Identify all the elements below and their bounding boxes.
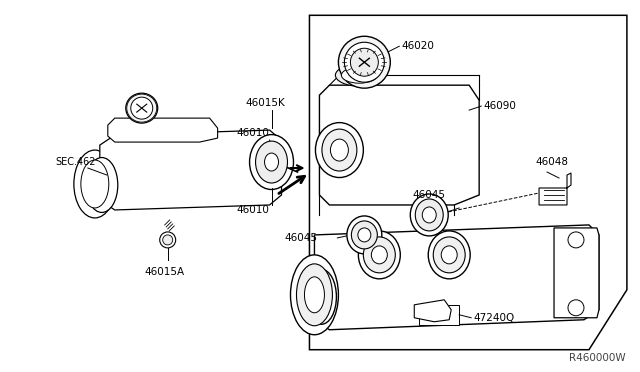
Text: R460000W: R460000W <box>569 353 626 363</box>
Ellipse shape <box>428 231 470 279</box>
Polygon shape <box>554 228 599 318</box>
Ellipse shape <box>568 300 584 316</box>
Ellipse shape <box>341 67 378 83</box>
Ellipse shape <box>250 135 294 189</box>
Polygon shape <box>319 85 479 205</box>
Ellipse shape <box>364 237 396 273</box>
Ellipse shape <box>131 97 153 119</box>
Polygon shape <box>310 15 627 350</box>
Polygon shape <box>100 130 282 210</box>
Text: 47240Q: 47240Q <box>473 313 515 323</box>
Text: SEC.462: SEC.462 <box>55 157 95 167</box>
Text: 46010: 46010 <box>237 128 269 138</box>
Ellipse shape <box>160 232 176 248</box>
Ellipse shape <box>441 246 457 264</box>
Ellipse shape <box>74 150 116 218</box>
Text: 46048: 46048 <box>535 157 568 167</box>
Text: 46090: 46090 <box>483 101 516 111</box>
Text: 46015K: 46015K <box>246 98 285 108</box>
Text: 46045: 46045 <box>284 233 317 243</box>
Ellipse shape <box>415 199 444 231</box>
Ellipse shape <box>81 160 109 208</box>
Ellipse shape <box>330 139 348 161</box>
Ellipse shape <box>322 129 357 171</box>
Ellipse shape <box>339 36 390 88</box>
Ellipse shape <box>163 235 173 245</box>
Ellipse shape <box>307 269 337 324</box>
Polygon shape <box>539 173 571 205</box>
Text: 46010: 46010 <box>237 205 269 215</box>
Ellipse shape <box>433 237 465 273</box>
Ellipse shape <box>344 42 385 82</box>
Ellipse shape <box>264 153 278 171</box>
Ellipse shape <box>335 64 383 86</box>
Polygon shape <box>414 300 451 322</box>
Ellipse shape <box>371 246 387 264</box>
Ellipse shape <box>126 93 157 123</box>
Ellipse shape <box>255 141 287 183</box>
Ellipse shape <box>291 255 339 335</box>
Ellipse shape <box>316 123 364 177</box>
Ellipse shape <box>296 264 332 326</box>
Text: 46045: 46045 <box>412 190 445 200</box>
Ellipse shape <box>422 207 436 223</box>
Polygon shape <box>108 118 218 142</box>
Ellipse shape <box>358 228 371 242</box>
Polygon shape <box>314 225 599 330</box>
Bar <box>419 305 459 325</box>
Ellipse shape <box>305 277 324 313</box>
Ellipse shape <box>410 194 448 236</box>
Ellipse shape <box>86 158 118 212</box>
Text: 46020: 46020 <box>401 41 434 51</box>
Ellipse shape <box>568 232 584 248</box>
Polygon shape <box>415 202 444 210</box>
Text: 46015A: 46015A <box>145 267 185 277</box>
Ellipse shape <box>350 48 378 76</box>
Ellipse shape <box>351 221 378 249</box>
Ellipse shape <box>358 231 400 279</box>
Ellipse shape <box>347 216 382 254</box>
